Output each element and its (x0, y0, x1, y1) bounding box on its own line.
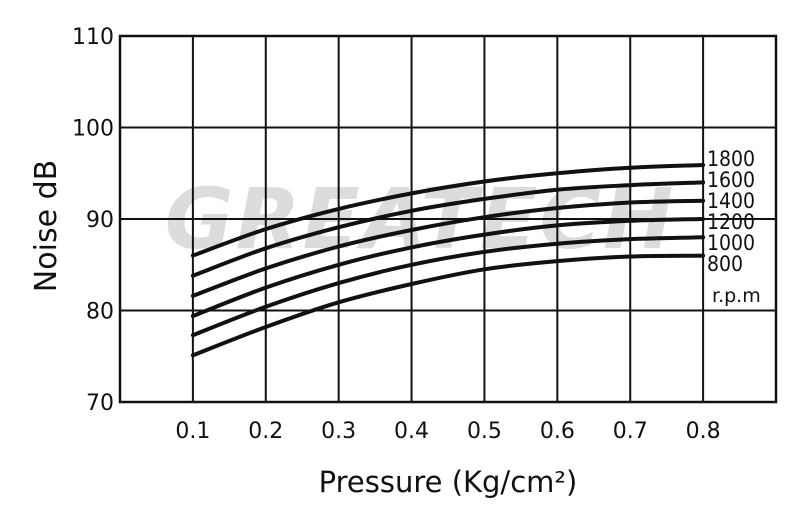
series-line-800 (190, 253, 706, 358)
x-tick-label: 0.7 (613, 419, 648, 444)
x-tick-label: 0.4 (394, 419, 429, 444)
series-label-1800: 1800 (707, 147, 755, 171)
series-label-1600: 1600 (707, 168, 755, 192)
series-label-1200: 1200 (707, 210, 755, 234)
x-axis-label: Pressure (Kg/cm²) (319, 465, 578, 499)
series-label-1400: 1400 (707, 189, 755, 213)
series-line-1400 (190, 198, 706, 298)
x-tick-label: 0.2 (248, 419, 283, 444)
series-line-1200 (190, 217, 706, 318)
x-tick-label: 0.8 (686, 419, 721, 444)
y-tick-label: 80 (86, 300, 114, 325)
y-tick-label: 90 (86, 208, 114, 233)
x-tick-label: 0.3 (321, 419, 356, 444)
y-tick-label: 70 (86, 391, 114, 416)
series-unit-label: r.p.m (712, 285, 761, 307)
x-tick-label: 0.1 (175, 419, 210, 444)
x-tick-label: 0.6 (540, 419, 575, 444)
series-line-1800 (190, 163, 706, 258)
plot-frame (118, 34, 778, 404)
y-tick-labels: 70 80 90 100 110 (72, 25, 114, 416)
series-lines (190, 163, 706, 358)
series-line-1000 (190, 235, 706, 338)
y-axis-label: Noise dB (29, 160, 64, 292)
x-tick-label: 0.5 (467, 419, 502, 444)
y-tick-label: 100 (72, 117, 114, 142)
series-label-1000: 1000 (707, 231, 755, 255)
x-tick-labels: 0.1 0.2 0.3 0.4 0.5 0.6 0.7 0.8 (175, 419, 720, 444)
y-tick-label: 110 (72, 25, 114, 50)
series-label-800: 800 (707, 252, 743, 276)
series-line-1600 (190, 180, 706, 278)
